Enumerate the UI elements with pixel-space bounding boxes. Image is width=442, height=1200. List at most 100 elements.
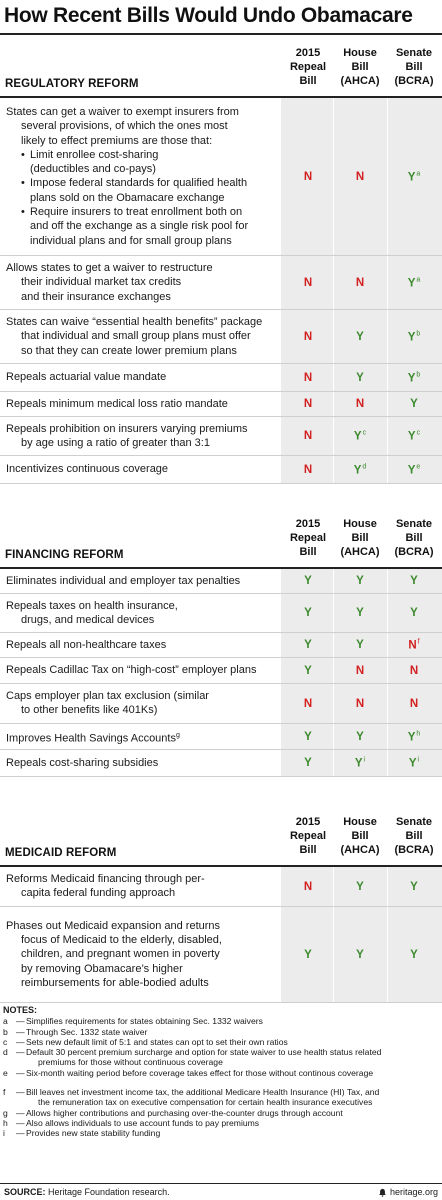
yes-mark: Y xyxy=(407,331,416,343)
heritage-brand: heritage.org xyxy=(378,1184,438,1200)
note-line: Through Sec. 1332 state waiver xyxy=(26,1026,148,1037)
yes-mark: Y xyxy=(407,372,416,384)
note-text: Simplifies requirements for states obtai… xyxy=(26,1016,439,1026)
column-header-1: 2015 Repeal Bill xyxy=(282,517,334,559)
row-label-line: States can get a waiver to exempt insure… xyxy=(6,106,239,118)
note-dash: — xyxy=(16,1117,25,1128)
row-shade xyxy=(281,633,442,657)
yes-mark: Y xyxy=(410,607,418,619)
column-divider xyxy=(387,594,388,632)
status-cell: N xyxy=(282,171,334,183)
note-dash: — xyxy=(16,1067,25,1078)
column-divider xyxy=(387,98,388,255)
column-divider xyxy=(333,256,334,309)
row-label: Allows states to get a waiver to restruc… xyxy=(6,261,274,304)
row-shade xyxy=(281,417,442,455)
column-header-line: 2015 xyxy=(295,816,321,828)
column-header-3: Senate Bill (BCRA) xyxy=(388,46,440,88)
note-line: Simplifies requirements for states obtai… xyxy=(26,1016,263,1027)
status-cell: Y xyxy=(282,665,334,677)
row-label-line: that individual and small group plans mu… xyxy=(21,330,251,343)
yes-mark: Y xyxy=(407,430,416,443)
status-cell: N xyxy=(282,464,334,476)
column-divider xyxy=(333,569,334,593)
row-label-line: Reforms Medicaid financing through per- xyxy=(6,873,205,886)
column-header-line: Bill xyxy=(405,830,423,842)
status-cell: Y xyxy=(388,881,440,893)
yes-mark: Y xyxy=(354,757,363,770)
column-header-line: (BCRA) xyxy=(394,546,434,558)
row-label: Repeals all non-healthcare taxes xyxy=(6,638,274,652)
row-label-line: Repeals Cadillac Tax on “high-cost” empl… xyxy=(6,664,257,677)
column-divider xyxy=(333,417,334,455)
yes-mark: Y xyxy=(356,730,364,743)
no-mark: N xyxy=(409,697,419,710)
footnote-marker: a xyxy=(416,170,421,177)
note-dash: — xyxy=(16,1107,25,1118)
note-key: f xyxy=(3,1087,6,1098)
note-line: premiums for those without continuous co… xyxy=(38,1057,223,1068)
status-cell: Yh xyxy=(388,730,440,743)
footer: SOURCE: Heritage Foundation research. he… xyxy=(0,1183,442,1200)
no-mark: N xyxy=(408,639,417,652)
row-shade xyxy=(281,256,442,309)
source-label: SOURCE: xyxy=(4,1187,46,1197)
row-shade xyxy=(281,310,442,363)
row-label-line: by age using a ratio of greater than 3:1 xyxy=(21,436,210,449)
yes-mark: Y xyxy=(304,948,312,961)
column-divider xyxy=(333,724,334,749)
bullet-line: plans sold on the Obamacare exchange xyxy=(30,191,225,204)
note-item: e — Six-month waiting period before covera… xyxy=(3,1068,439,1078)
row-label: Repeals actuarial value mandate xyxy=(6,370,274,384)
note-line: Allows higher contributions and purchasi… xyxy=(26,1107,343,1118)
row-shade xyxy=(281,684,442,723)
note-text: Default 30 percent premium surcharge and… xyxy=(26,1047,439,1068)
table-row: States can waive “essential health benef… xyxy=(0,310,442,364)
row-label: Repeals Cadillac Tax on “high-cost” empl… xyxy=(6,663,274,677)
footnote-marker: i xyxy=(417,756,420,764)
status-cell: Y xyxy=(388,949,440,961)
no-mark: N xyxy=(355,664,365,677)
yes-mark: Y xyxy=(407,277,416,289)
row-label-line: Eliminates individual and employer tax p… xyxy=(6,574,241,587)
note-dash: — xyxy=(16,1087,25,1098)
table-row: Repeals minimum medical loss ratio manda… xyxy=(0,392,442,417)
note-item: c — Sets new default limit of 5:1 and stat… xyxy=(3,1037,439,1047)
row-shade xyxy=(281,392,442,416)
bullet-item: Require insurers to treat enrollment bot… xyxy=(21,205,274,248)
row-label: Repeals prohibition on insurers varying … xyxy=(6,422,274,451)
status-cell: Ye xyxy=(388,463,440,476)
status-cell: Y xyxy=(334,949,386,961)
footnote-marker: h xyxy=(416,730,421,737)
yes-mark: Y xyxy=(410,398,418,410)
column-header-line: 2015 xyxy=(295,518,321,530)
note-key: c xyxy=(3,1036,8,1047)
no-mark: N xyxy=(303,880,313,893)
footnote-marker: a xyxy=(416,276,421,283)
row-shade xyxy=(281,750,442,776)
no-mark: N xyxy=(355,276,365,289)
status-cell: Y xyxy=(388,398,440,410)
yes-mark: Y xyxy=(356,330,364,343)
status-cell: Ya xyxy=(388,276,440,289)
bullet-item: Limit enrollee cost-sharing (deductibles … xyxy=(21,148,274,177)
column-divider xyxy=(387,256,388,309)
table-row: States can get a waiver to exempt insure… xyxy=(0,98,442,256)
status-cell: Yd xyxy=(334,463,386,476)
yes-mark: Y xyxy=(304,730,312,743)
bell-icon xyxy=(379,1188,386,1197)
notes: NOTES: a — Simplifies requirements for sta… xyxy=(3,1005,439,1139)
status-cell: Yc xyxy=(388,430,440,443)
no-mark: N xyxy=(355,697,365,710)
column-divider xyxy=(387,569,388,593)
row-label: Reforms Medicaid financing through per-c… xyxy=(6,872,274,901)
footnote-marker: i xyxy=(363,756,366,764)
row-shade xyxy=(281,569,442,593)
row-label-line: several provisions, of which the ones mo… xyxy=(21,120,228,133)
note-key: b xyxy=(3,1026,8,1037)
column-divider xyxy=(387,658,388,683)
section-header: FINANCING REFORM 2015 Repeal Bill House Bill (… xyxy=(0,509,442,569)
row-label-line: likely to effect premiums are those that… xyxy=(21,134,213,147)
column-header-3: Senate Bill (BCRA) xyxy=(388,517,440,559)
yes-mark: Y xyxy=(408,757,417,770)
